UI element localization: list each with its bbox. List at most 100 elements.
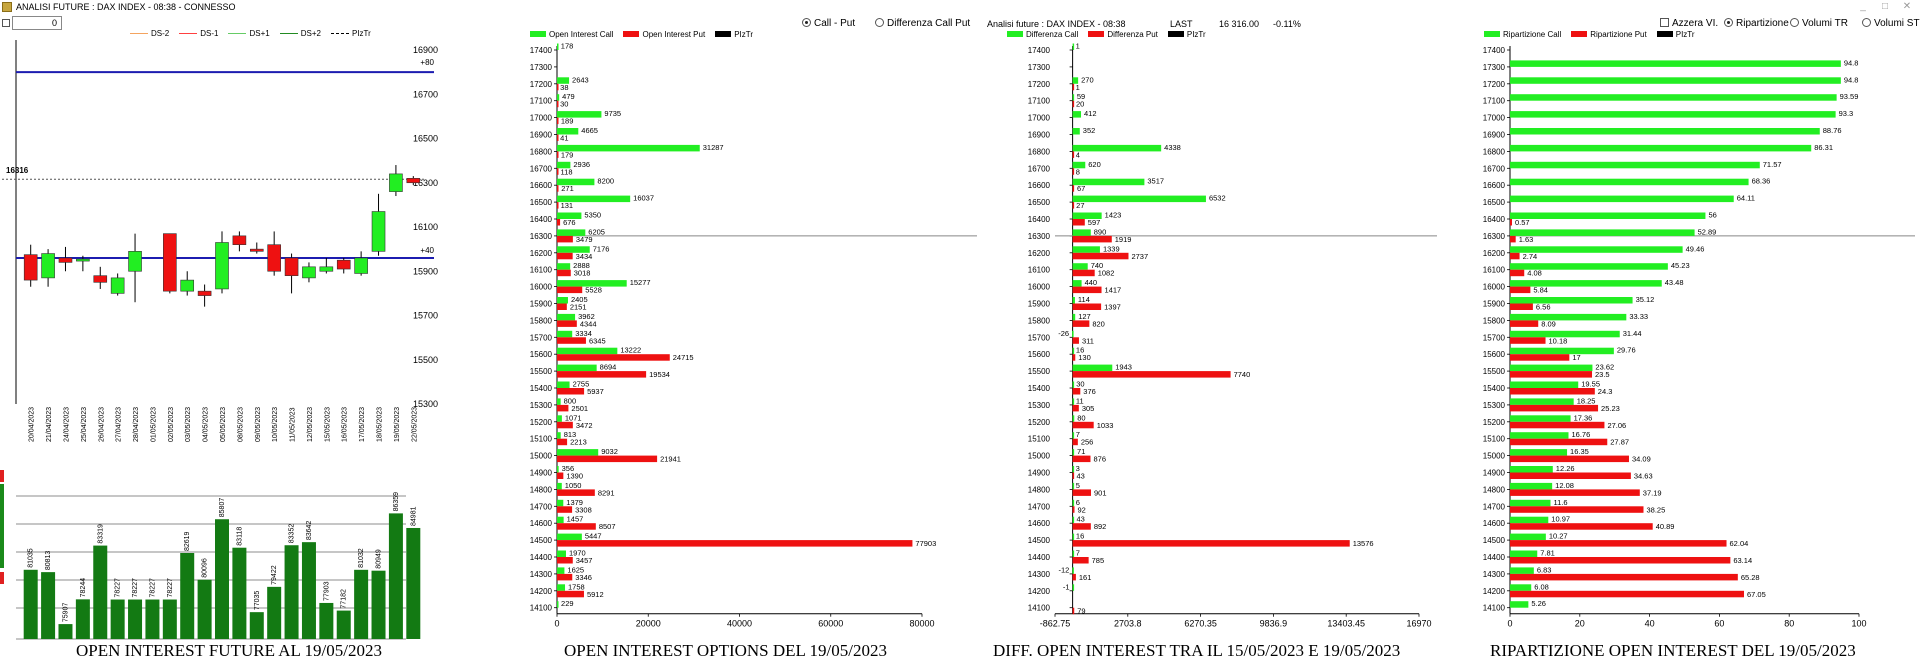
call-bar [557, 43, 559, 50]
oi-bar [301, 542, 316, 639]
call-bar [1072, 144, 1162, 152]
candle-body [267, 244, 281, 272]
oi-bar [249, 612, 264, 639]
radio-volumi-tr-indicator[interactable] [1790, 18, 1799, 27]
edge-marker-green [0, 484, 4, 568]
put-bar [1072, 455, 1091, 463]
radio-volumi-st[interactable]: Volumi ST [1862, 18, 1920, 29]
radio-call-put[interactable]: Call - Put [802, 18, 855, 29]
put-bar-label: 19534 [649, 370, 670, 379]
put-bar [1510, 573, 1738, 581]
date-tick-label: 20/04/2023 [29, 407, 36, 442]
strike-label: 15200 [1028, 418, 1051, 427]
call-bar-label: -26 [1058, 329, 1069, 338]
call-bar-label: 2888 [573, 261, 590, 270]
call-bar-label: 3 [1076, 464, 1080, 473]
oi-bar-label: 83642 [306, 521, 313, 541]
put-bar [1510, 506, 1644, 513]
radio-volumi-tr[interactable]: Volumi TR [1790, 18, 1848, 29]
candle-body [302, 266, 316, 279]
checkbox-azzera[interactable]: Azzera VI. [1660, 18, 1718, 29]
radio-ripartizione-indicator[interactable] [1724, 18, 1733, 27]
put-bar [1510, 269, 1525, 277]
put-bar [1072, 472, 1075, 479]
radio-differenza-indicator[interactable] [875, 18, 884, 27]
candle-body [58, 257, 73, 263]
call-bar-label: 178 [561, 42, 574, 51]
close-button[interactable]: ✕ [1902, 1, 1912, 12]
strike-label: 14400 [530, 553, 553, 562]
radio-volumi-st-indicator[interactable] [1862, 18, 1871, 27]
call-bar [1510, 128, 1820, 135]
call-bar [1072, 297, 1075, 304]
call-bar [1072, 280, 1082, 287]
put-bar [557, 371, 647, 378]
put-bar-label: 2.74 [1523, 252, 1538, 261]
put-bar-label: 1390 [566, 472, 583, 481]
oi-bar-label: 86359 [393, 492, 400, 512]
put-bar-label: 5528 [585, 286, 602, 295]
candle-body [128, 251, 142, 272]
date-tick-label: 18/05/2023 [377, 407, 384, 442]
oi-bar [145, 599, 160, 639]
date-tick-label: 21/04/2023 [46, 407, 53, 442]
strike-label: 16000 [1483, 283, 1506, 292]
put-bar-label: 4 [1076, 150, 1080, 159]
put-bar-label: 271 [561, 184, 574, 193]
radio-ripartizione[interactable]: Ripartizione [1724, 18, 1789, 29]
call-bar [557, 229, 586, 236]
oi-bar [128, 599, 143, 639]
current-price-label: 16316 [6, 166, 29, 175]
radio-differenza-call-put[interactable]: Differenza Call Put [875, 18, 970, 29]
radio-call-put-indicator[interactable] [802, 18, 811, 27]
call-bar-label: 64.11 [1737, 194, 1755, 203]
ratio-chart: 1740017300172001710017000169001680016700… [1483, 46, 1915, 629]
put-bar [1510, 286, 1531, 294]
call-bar [1072, 161, 1086, 169]
call-bar [1072, 330, 1074, 338]
candle-body [215, 242, 229, 290]
put-bar-label: 5937 [587, 387, 604, 396]
maximize-button[interactable]: □ [1881, 1, 1889, 12]
put-bar-label: 65.28 [1741, 573, 1760, 582]
call-bar [557, 601, 559, 608]
call-bar [1510, 550, 1538, 557]
call-bar-label: 352 [1083, 126, 1096, 135]
date-tick-label: 12/05/2023 [307, 407, 314, 442]
oi-bar-label: 75907 [62, 603, 69, 623]
put-bar [557, 100, 559, 108]
call-bar [1072, 567, 1074, 574]
put-bar [557, 151, 559, 158]
top-number-input[interactable]: 0 [12, 16, 62, 30]
put-bar [557, 83, 559, 91]
checkbox-azzera-box[interactable] [1660, 18, 1669, 27]
call-bar-label: 18.25 [1577, 396, 1596, 405]
call-bar [1510, 432, 1569, 439]
call-bar-label: 2936 [573, 160, 590, 169]
put-bar-label: 37.19 [1643, 488, 1662, 497]
oi-bar-label: 78227 [167, 578, 174, 598]
top-checkbox[interactable] [2, 19, 10, 27]
legend-diff-put: Differenza Put [1088, 30, 1158, 39]
strike-label: 15900 [1483, 300, 1506, 309]
oi-bar-label: 79422 [271, 565, 278, 585]
put-bar-label: 876 [1093, 455, 1106, 464]
call-bar-label: 5 [1076, 481, 1080, 490]
put-bar-label: 8291 [598, 488, 615, 497]
legend-piztr-2: PIzTr [715, 30, 753, 39]
call-bar-label: 6.83 [1537, 565, 1552, 574]
legend-rip-put: Ripartizione Put [1571, 30, 1647, 39]
minimize-button[interactable]: _ [1860, 1, 1866, 12]
diff-header-title: Analisi future : DAX INDEX - 08:38 [987, 19, 1126, 29]
put-bar-label: 8507 [599, 522, 616, 531]
strike-label: 15300 [1028, 401, 1051, 410]
put-bar-label: 38.25 [1646, 505, 1665, 514]
strike-label: 15000 [1028, 452, 1051, 461]
call-bar-label: 88.76 [1823, 126, 1842, 135]
put-bar [557, 235, 573, 243]
call-bar-label: 800 [564, 396, 577, 405]
upper-level-label: +80 [420, 58, 434, 67]
candle-body [354, 257, 368, 274]
candle-body [232, 235, 247, 246]
options-chart: 17400 17300 17200 17100 17000 16900 16800 16700… [530, 42, 977, 629]
